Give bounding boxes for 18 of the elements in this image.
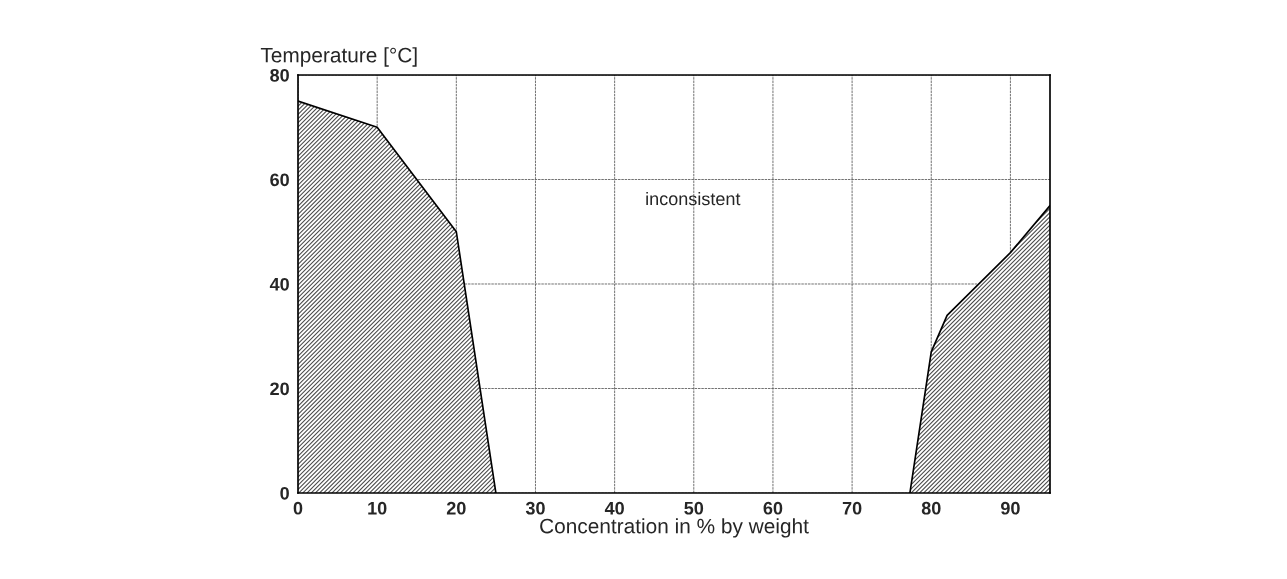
- x-tick-label: 40: [604, 501, 624, 515]
- x-tick-label: 80: [921, 501, 941, 515]
- x-tick-label: 70: [842, 501, 862, 515]
- x-tick-label: 50: [684, 501, 704, 515]
- x-tick-label: 30: [525, 501, 545, 515]
- x-tick-label: 90: [1001, 501, 1020, 515]
- x-tick-label: 60: [763, 501, 783, 515]
- y-tick-label: 40: [269, 277, 289, 291]
- y-tick-label: 0: [280, 486, 289, 500]
- x-tick-label: 0: [293, 501, 303, 515]
- x-tick-label: 10: [368, 501, 387, 515]
- x-axis-title: Concentration in % by weight: [540, 518, 809, 538]
- y-tick-label: 20: [270, 382, 289, 396]
- y-tick-label: 80: [270, 68, 289, 82]
- annotation: inconsistent: [646, 191, 741, 206]
- x-tick-label: 20: [446, 501, 466, 515]
- y-tick-label: 60: [270, 173, 289, 187]
- y-axis-title: Temperature [°C]: [260, 47, 417, 67]
